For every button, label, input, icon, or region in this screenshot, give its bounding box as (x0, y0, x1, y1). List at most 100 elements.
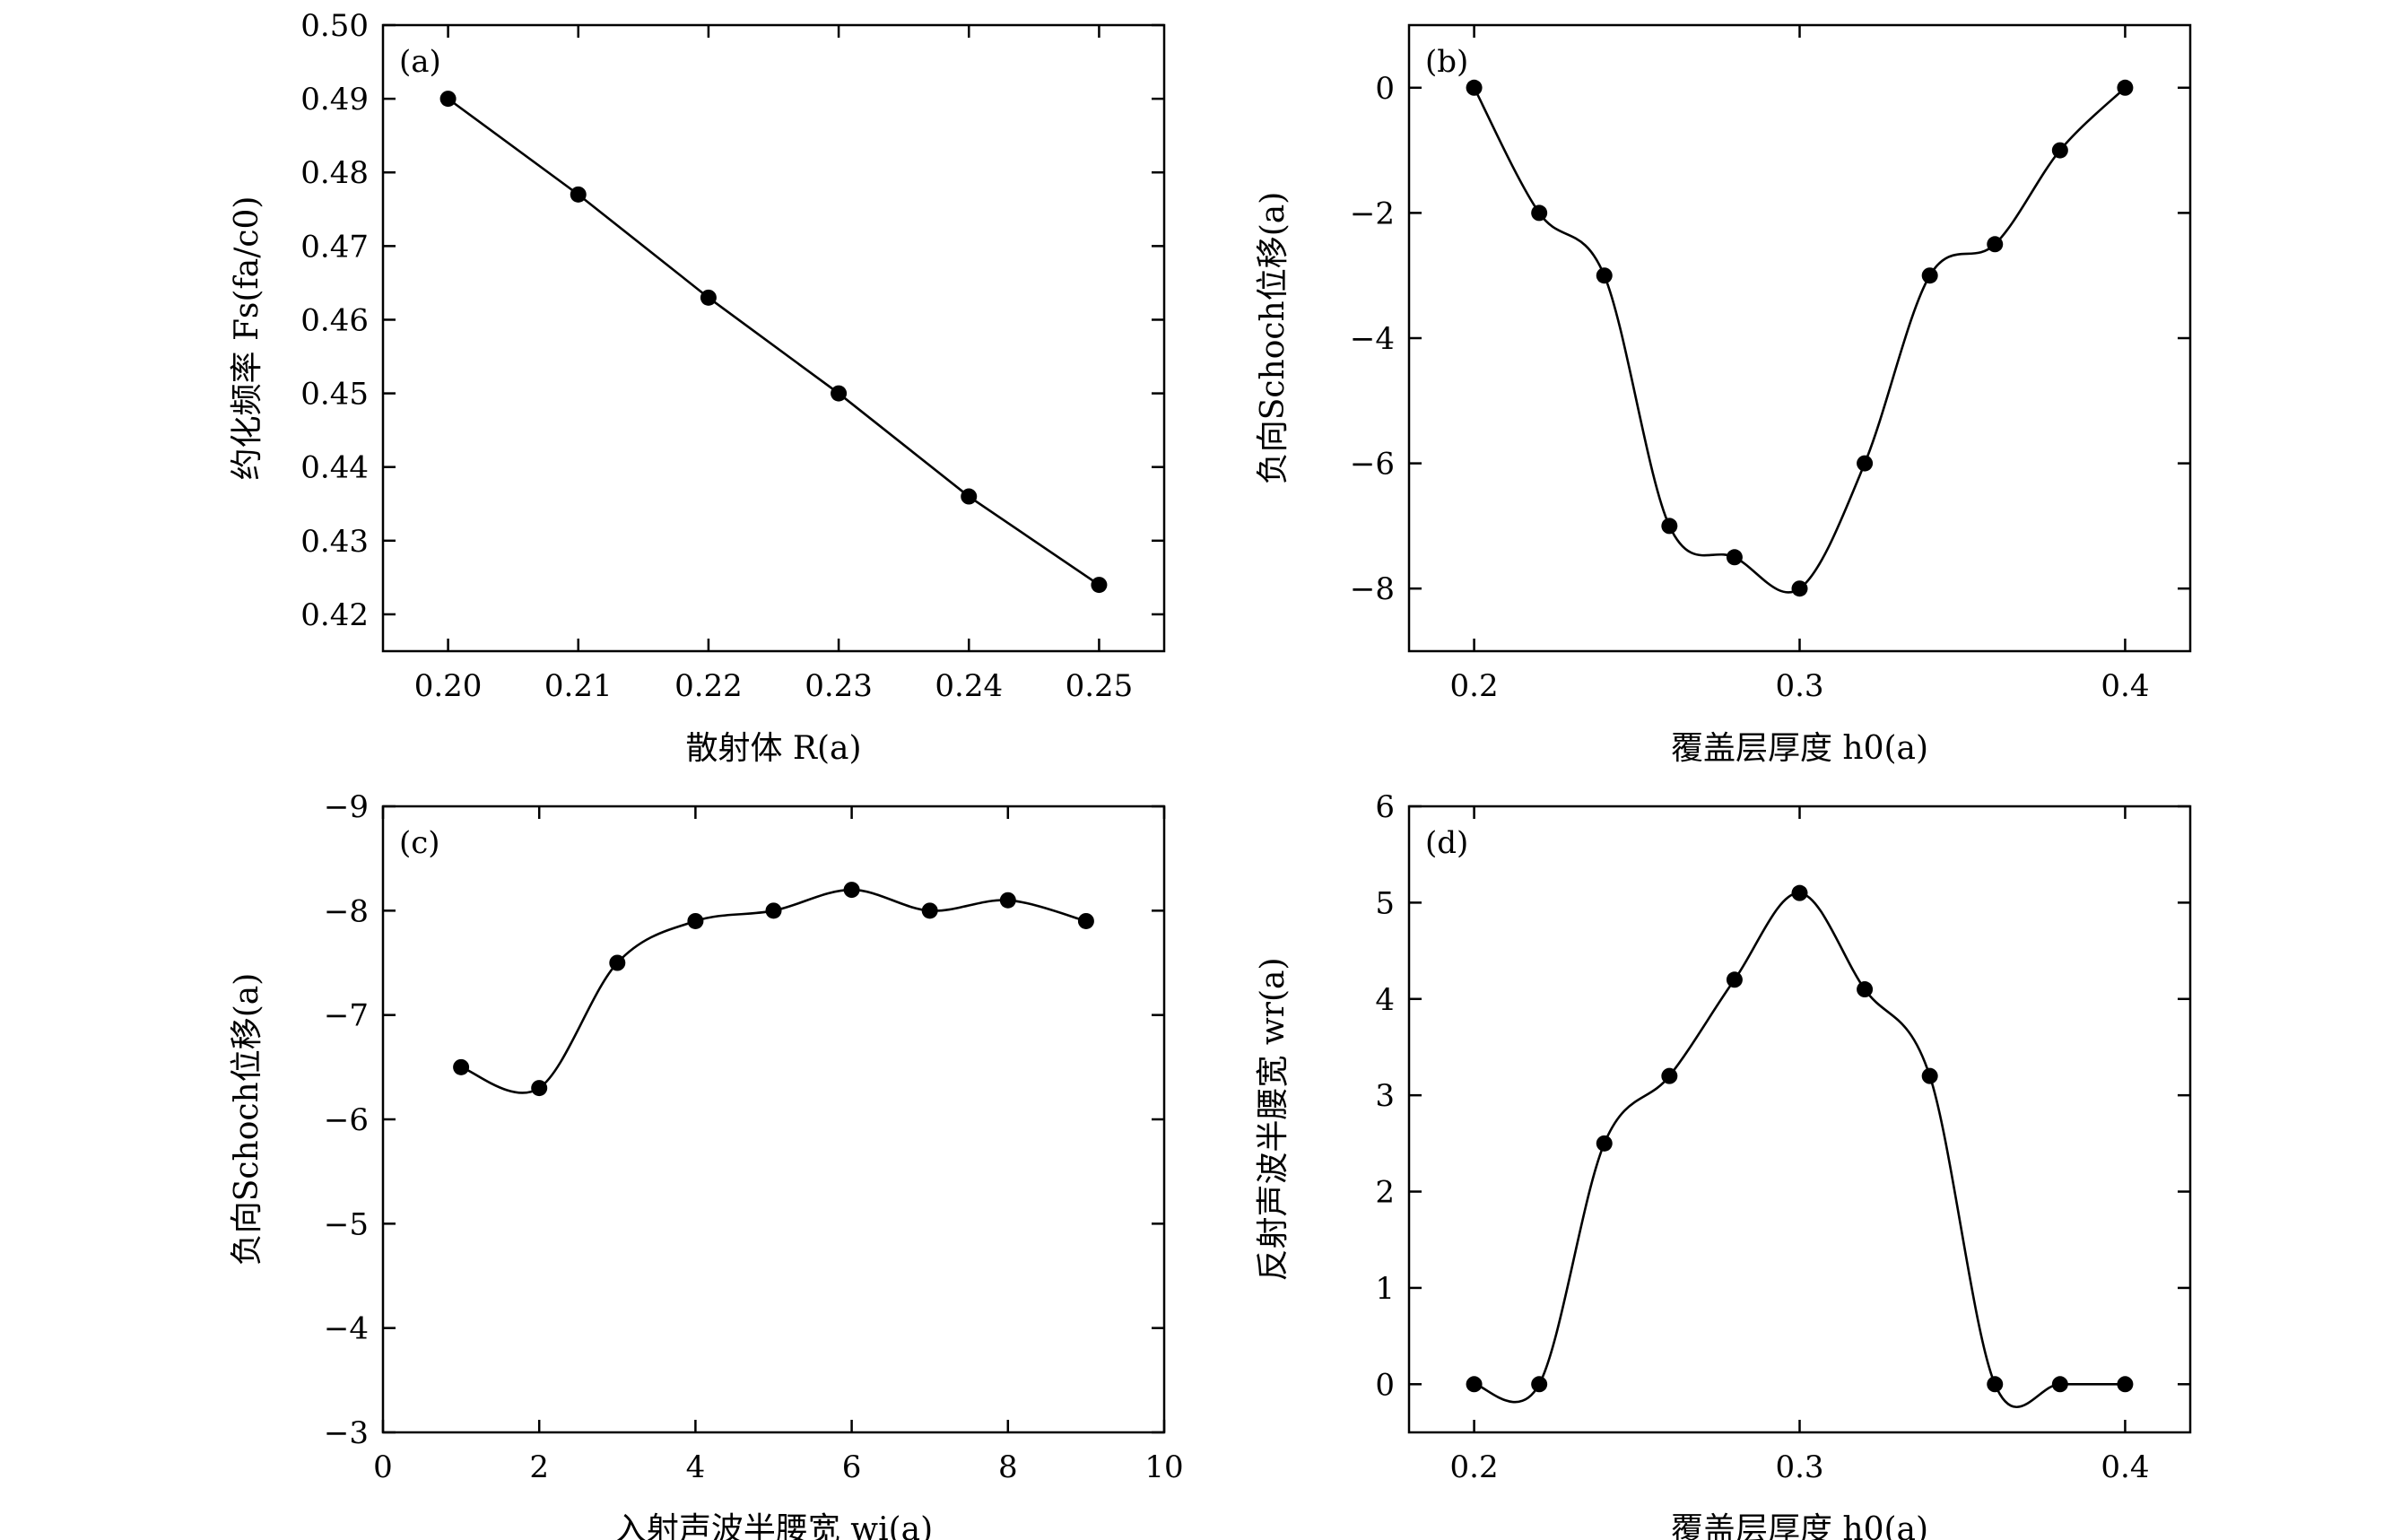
x-tick-label: 0.21 (544, 668, 613, 704)
x-tick-label: 8 (998, 1449, 1018, 1485)
data-point (1726, 971, 1743, 988)
data-point (1726, 549, 1743, 566)
data-point (765, 902, 782, 919)
fit-curve (1474, 892, 2126, 1408)
data-point (2117, 1376, 2134, 1393)
data-point (1661, 518, 1678, 535)
y-tick-label: 0.45 (300, 377, 369, 413)
plot-frame (1407, 23, 2192, 653)
y-axis-label: 反射声波半腰宽 wr(a) (1255, 957, 1292, 1281)
y-axis-label: 约化频率 Fs(fa/c0) (229, 196, 265, 481)
data-point (1531, 1376, 1548, 1393)
y-tick-label: −6 (324, 1102, 369, 1138)
x-tick-label: 0.4 (2101, 668, 2149, 704)
data-point (570, 186, 587, 203)
data-point (1921, 1067, 1938, 1084)
data-point (1791, 884, 1808, 901)
y-tick-label: −4 (324, 1311, 369, 1347)
data-point (1857, 981, 1874, 998)
data-point (1531, 204, 1548, 222)
x-tick-label: 6 (842, 1449, 862, 1485)
panel-c-scatter-chart: 0 2 4 6 8 10 −9 −8 −7 −6 −5 −4 −3 (c) 入射声波半腰宽 wi(a) 负向S… (229, 789, 1184, 1540)
y-tick-label: −8 (1350, 571, 1395, 607)
y-tick-label: −8 (324, 893, 369, 929)
panel-label: (d) (1425, 825, 1468, 861)
y-tick-label: 0 (1375, 1367, 1395, 1403)
y-tick-label: 3 (1375, 1078, 1395, 1114)
y-tick-label: 2 (1375, 1175, 1395, 1211)
y-tick-label: 0.50 (300, 8, 369, 44)
x-tick-label: 0.20 (414, 668, 483, 704)
y-tick-label: 0.43 (300, 524, 369, 560)
y-tick-label: 0.47 (300, 229, 369, 265)
y-tick-label: −3 (324, 1415, 369, 1451)
data-point (1661, 1067, 1678, 1084)
data-point (843, 882, 860, 899)
panel-b-scatter-chart: 0.2 0.3 0.4 0 −2 −4 −6 −8 (b) 覆盖层厚度 h0(a) 负向Schoch… (1255, 23, 2192, 767)
plot-frame (381, 805, 1166, 1434)
x-axis-label: 入射声波半腰宽 wi(a) (614, 1511, 933, 1540)
data-point (831, 385, 848, 402)
x-tick-label: 2 (529, 1449, 549, 1485)
data-point (1857, 455, 1874, 472)
fit-curve (447, 98, 1100, 587)
plot-frame (381, 23, 1166, 653)
y-tick-label: −6 (1350, 447, 1395, 483)
x-tick-label: 0.23 (805, 668, 873, 704)
y-tick-label: 0.49 (300, 82, 369, 117)
x-tick-label: 0.2 (1450, 1449, 1499, 1485)
x-tick-label: 0.3 (1775, 1449, 1823, 1485)
data-point (921, 902, 938, 919)
y-axis-label: 负向Schoch位移(a) (1255, 192, 1292, 485)
data-point (1791, 580, 1808, 597)
data-point (687, 912, 704, 929)
y-tick-label: 0.44 (300, 450, 369, 486)
panel-label: (b) (1425, 44, 1468, 80)
data-point (1987, 1376, 2004, 1393)
y-tick-label: 0.46 (300, 302, 369, 338)
fit-curve (460, 888, 1087, 1094)
x-tick-label: 0.25 (1066, 668, 1134, 704)
data-point (1077, 912, 1094, 929)
y-tick-label: −5 (324, 1206, 369, 1242)
data-point (1466, 1376, 1483, 1393)
x-tick-label: 4 (686, 1449, 706, 1485)
data-point (439, 91, 457, 108)
x-axis-label: 覆盖层厚度 h0(a) (1671, 730, 1928, 767)
y-tick-label: 4 (1375, 982, 1395, 1018)
x-tick-label: 0.2 (1450, 668, 1499, 704)
data-point (531, 1080, 548, 1097)
y-tick-label: 0.42 (300, 597, 369, 633)
y-tick-label: 0.48 (300, 155, 369, 191)
data-point (453, 1058, 470, 1075)
data-point (961, 488, 978, 505)
y-tick-label: −2 (1350, 196, 1395, 231)
x-axis-label: 散射体 R(a) (685, 730, 861, 767)
y-tick-label: −4 (1350, 321, 1395, 357)
data-point (2117, 79, 2134, 96)
x-tick-label: 0.22 (674, 668, 743, 704)
panel-d-scatter-chart: 0.2 0.3 0.4 0 1 2 3 4 5 6 (d) 覆盖层厚度 h0(a) 反射声波半腰宽 wr… (1255, 789, 2192, 1540)
y-tick-label: −7 (324, 998, 369, 1034)
y-axis-label: 负向Schoch位移(a) (229, 973, 265, 1266)
panel-label: (a) (399, 44, 441, 80)
data-point (999, 892, 1016, 909)
data-point (1091, 577, 1108, 594)
x-tick-label: 10 (1144, 1449, 1183, 1485)
y-tick-label: 6 (1375, 789, 1395, 825)
x-tick-label: 0 (373, 1449, 393, 1485)
x-tick-label: 0.24 (935, 668, 1003, 704)
panel-label: (c) (399, 825, 440, 861)
data-point (1921, 267, 1938, 284)
x-tick-label: 0.4 (2101, 1449, 2149, 1485)
fit-curve (1473, 86, 2127, 594)
panel-a-scatter-chart: 0.20 0.21 0.22 0.23 0.24 0.25 0.42 0.43 0.44 0.45… (229, 8, 1166, 767)
y-tick-label: 5 (1375, 885, 1395, 921)
data-point (700, 289, 717, 306)
data-point (1466, 79, 1483, 96)
data-point (1596, 1135, 1613, 1152)
y-tick-label: 1 (1375, 1271, 1395, 1307)
x-tick-label: 0.3 (1775, 668, 1823, 704)
y-tick-label: −9 (324, 789, 369, 825)
